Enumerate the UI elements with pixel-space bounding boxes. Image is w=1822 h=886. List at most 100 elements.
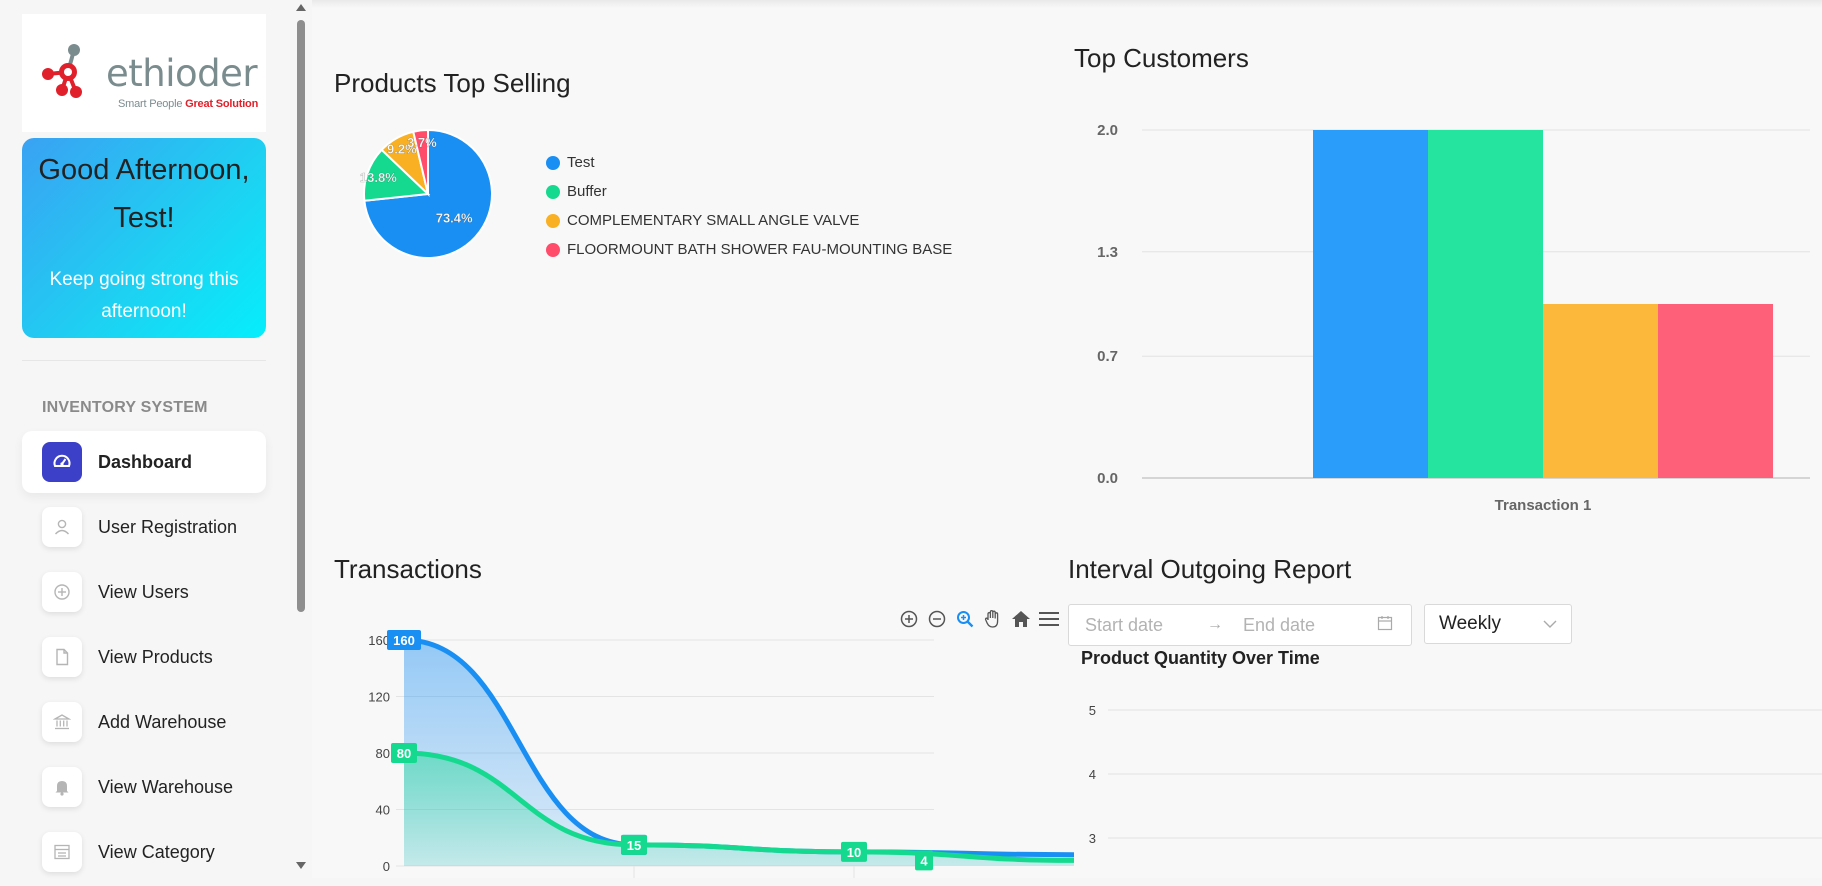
period-select[interactable]: Weekly [1424, 604, 1572, 644]
sidebar-item-label: View Warehouse [98, 776, 234, 797]
period-select-value: Weekly [1439, 613, 1501, 634]
y-tick-label: 40 [376, 803, 390, 818]
sidebar-item-view-users[interactable]: View Users [22, 561, 266, 623]
bar[interactable] [1658, 304, 1773, 478]
greeting-title: Good Afternoon, Test! [38, 154, 250, 234]
brand-name: ethioder [106, 52, 258, 95]
brand-tagline-highlight: Great Solution [185, 98, 259, 110]
product-quantity-chart-title: Product Quantity Over Time [1081, 648, 1320, 668]
chart-toolbar [898, 608, 1060, 630]
chevron-down-icon [1543, 620, 1557, 628]
y-tick-label: 0.7 [1097, 348, 1118, 365]
legend-marker [546, 213, 560, 228]
legend-item[interactable]: Test [546, 148, 952, 177]
legend-item[interactable]: FLOORMOUNT BATH SHOWER FAU-MOUNTING BASE [546, 235, 952, 264]
pan-hand-icon[interactable] [982, 608, 1004, 630]
greeting-subtitle: Keep going strong this afternoon! [49, 269, 239, 322]
pie-slice-label: 3.7% [407, 135, 437, 150]
greeting-card: Good Afternoon, Test! Keep going strong … [22, 138, 266, 338]
sidebar-item-user-registration[interactable]: User Registration [22, 496, 266, 558]
pie-legend: Test Buffer COMPLEMENTARY SMALL ANGLE VALV… [546, 148, 952, 264]
y-tick-label: 4 [1089, 767, 1096, 782]
data-label-box [621, 834, 647, 855]
start-date-input[interactable] [1083, 613, 1205, 637]
file-icon [42, 637, 82, 677]
dashboard-main: Products Top Selling 73.4% 13.8% 9.2% 3.7% … [312, 0, 1822, 878]
selection-zoom-icon[interactable] [954, 608, 976, 630]
bell-icon [42, 767, 82, 807]
sidebar-divider [22, 360, 266, 361]
bar[interactable] [1543, 304, 1658, 478]
pie-slice-label: 9.2% [387, 141, 417, 156]
legend-marker [546, 242, 560, 257]
sidebar-item-label: View Users [98, 581, 189, 602]
bar[interactable] [1313, 130, 1428, 478]
sidebar-item-label: Dashboard [98, 451, 193, 472]
chart-menu-icon[interactable] [1038, 608, 1060, 630]
data-label-box [915, 850, 933, 871]
transactions-area-chart: 04080120160160158015104 [368, 630, 1075, 878]
legend-item[interactable]: Buffer [546, 177, 952, 206]
sidebar-item-label: User Registration [98, 516, 238, 537]
sidebar-item-view-products[interactable]: View Products [22, 626, 266, 688]
legend-label: Test [567, 154, 595, 171]
pie-slice-label: 73.4% [436, 211, 473, 226]
date-range-picker[interactable]: → [1068, 604, 1412, 646]
data-label: 10 [847, 845, 861, 860]
x-tick-label: Transaction 1 [1495, 497, 1592, 514]
scroll-down-arrow-icon[interactable] [296, 862, 306, 869]
header-shadow [312, 0, 1822, 8]
data-label-box [841, 841, 867, 862]
zoom-out-icon[interactable] [926, 608, 948, 630]
zoom-in-icon[interactable] [898, 608, 920, 630]
range-arrow-icon: → [1207, 616, 1223, 633]
brand-logo[interactable]: ethioder Smart People Great Solution [22, 14, 266, 132]
data-label: 80 [397, 746, 411, 761]
brand-tagline-start: Smart People [118, 98, 186, 110]
products-pie-chart: 73.4% 13.8% 9.2%3.7% [360, 128, 493, 259]
sidebar-item-view-warehouse[interactable]: View Warehouse [22, 756, 266, 818]
data-label: 15 [627, 838, 641, 853]
data-label: 4 [920, 853, 928, 868]
y-tick-label: 0 [383, 859, 390, 874]
bar[interactable] [1428, 130, 1543, 478]
products-top-selling-title: Products Top Selling [334, 68, 571, 98]
scrollbar-thumb[interactable] [297, 20, 305, 612]
calendar-icon[interactable] [1377, 615, 1393, 636]
pie-slice[interactable] [412, 128, 429, 195]
pie-slice[interactable] [363, 148, 431, 202]
legend-item[interactable]: COMPLEMENTARY SMALL ANGLE VALVE [546, 206, 952, 235]
sidebar-section-label: INVENTORY SYSTEM [42, 399, 208, 416]
plus-circle-icon [42, 572, 82, 612]
y-tick-label: 160 [368, 633, 390, 648]
area-fill [404, 753, 1074, 866]
user-icon [42, 507, 82, 547]
sidebar-item-label: View Category [98, 841, 215, 862]
sidebar-scrollbar[interactable] [293, 0, 309, 878]
legend-label: FLOORMOUNT BATH SHOWER FAU-MOUNTING BASE [567, 241, 953, 258]
brand-tagline: Smart People Great Solution [118, 98, 258, 110]
legend-label: COMPLEMENTARY SMALL ANGLE VALVE [567, 212, 860, 229]
sidebar-item-view-category[interactable]: View Category [22, 821, 266, 883]
legend-marker [546, 184, 560, 199]
product-quantity-line-chart: 3 4 5 [1089, 703, 1822, 846]
sidebar-item-add-warehouse[interactable]: Add Warehouse [22, 691, 266, 753]
sidebar-item-label: View Products [98, 646, 213, 667]
sidebar: ethioder Smart People Great Solution Goo… [0, 0, 290, 878]
data-label: 160 [393, 633, 415, 648]
sidebar-item-dashboard[interactable]: Dashboard [22, 431, 266, 493]
sidebar-nav: Dashboard User Registration View Users V… [22, 431, 266, 886]
series-line[interactable] [403, 750, 1075, 863]
pie-slice-label: 13.8% [360, 170, 397, 185]
reset-home-icon[interactable] [1010, 608, 1032, 630]
legend-label: Buffer [567, 183, 607, 200]
y-tick-label: 1.3 [1097, 244, 1118, 261]
list-icon [42, 832, 82, 872]
end-date-input[interactable] [1241, 613, 1363, 637]
y-tick-label: 120 [368, 690, 390, 705]
interval-report-title: Interval Outgoing Report [1068, 554, 1352, 584]
logo-mark-icon [42, 44, 82, 98]
sidebar-item-label: Add Warehouse [98, 711, 227, 732]
y-tick-label: 0.0 [1097, 470, 1118, 487]
scroll-up-arrow-icon[interactable] [296, 4, 306, 11]
